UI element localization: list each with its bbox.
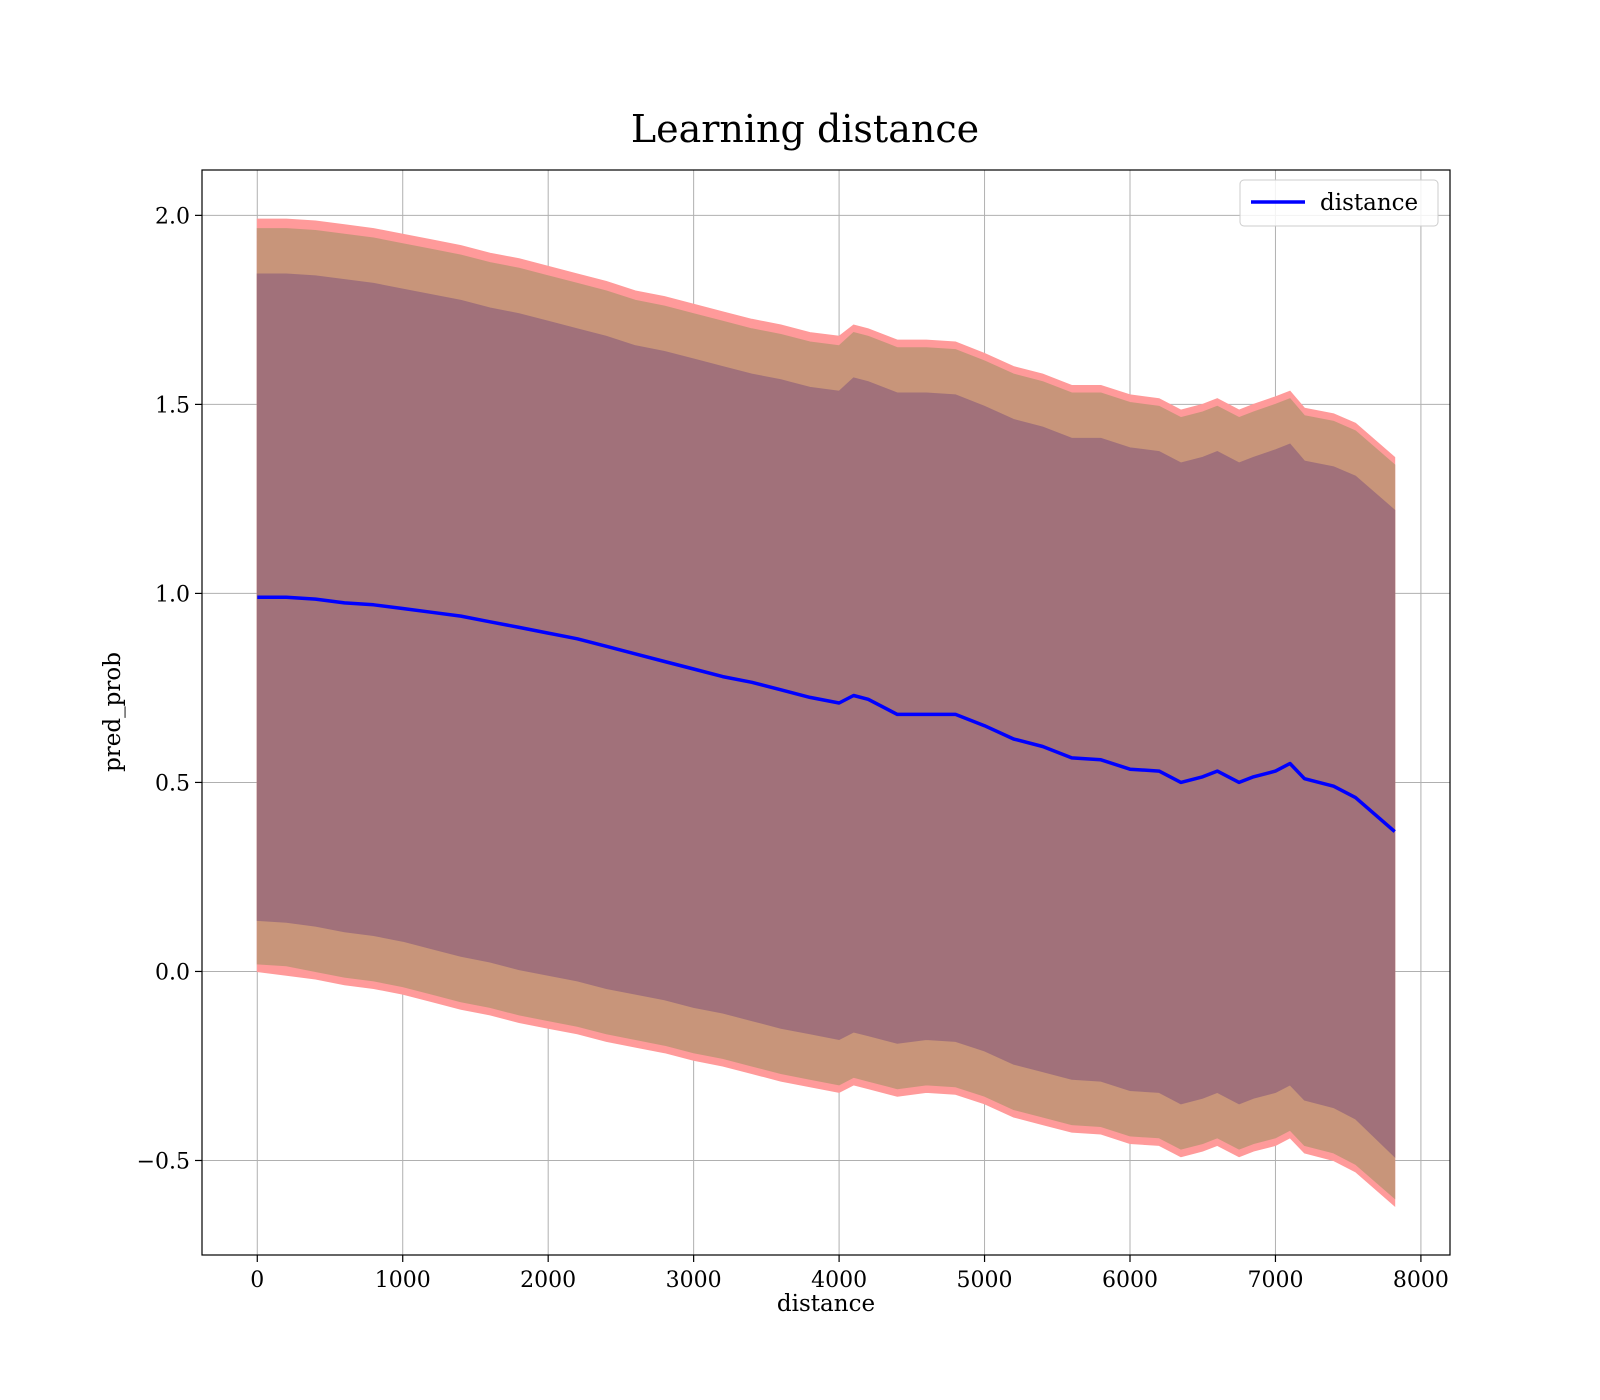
y-axis-label: pred_prob: [100, 652, 126, 772]
y-tick-label: 1.5: [155, 393, 190, 418]
chart-title: Learning distance: [631, 107, 979, 151]
y-axis-ticks: −0.5 0.0 0.5 1.0 1.5 2.0: [137, 204, 202, 1174]
legend-box: [1239, 179, 1439, 227]
x-axis-ticks: 0 1000 2000 3000 4000 5000 6000 7000 8000: [250, 1255, 1449, 1293]
y-tick-label: 0.5: [155, 771, 190, 796]
band-inner: [256, 273, 1396, 1158]
legend: distance: [1239, 179, 1439, 227]
x-tick-label: 3000: [666, 1268, 722, 1293]
y-tick-label: 0.0: [155, 960, 190, 985]
y-tick-label: 1.0: [155, 582, 190, 607]
series-line-distance: [257, 595, 1396, 833]
y-tick-label: 2.0: [155, 204, 190, 229]
series-lines: [257, 595, 1396, 833]
x-tick-label: 4000: [811, 1268, 867, 1293]
x-tick-label: 2000: [520, 1268, 576, 1293]
y-tick-label: −0.5: [137, 1149, 190, 1174]
x-tick-label: 0: [250, 1268, 264, 1293]
x-tick-label: 6000: [1102, 1268, 1158, 1293]
x-axis-label: distance: [777, 1291, 875, 1317]
x-tick-label: 1000: [375, 1268, 431, 1293]
x-tick-label: 7000: [1247, 1268, 1303, 1293]
plot-frame: [201, 169, 1451, 1256]
legend-label: distance: [1320, 190, 1418, 216]
x-tick-label: 5000: [957, 1268, 1013, 1293]
confidence-bands: [256, 218, 1396, 1207]
x-tick-label: 8000: [1393, 1268, 1449, 1293]
